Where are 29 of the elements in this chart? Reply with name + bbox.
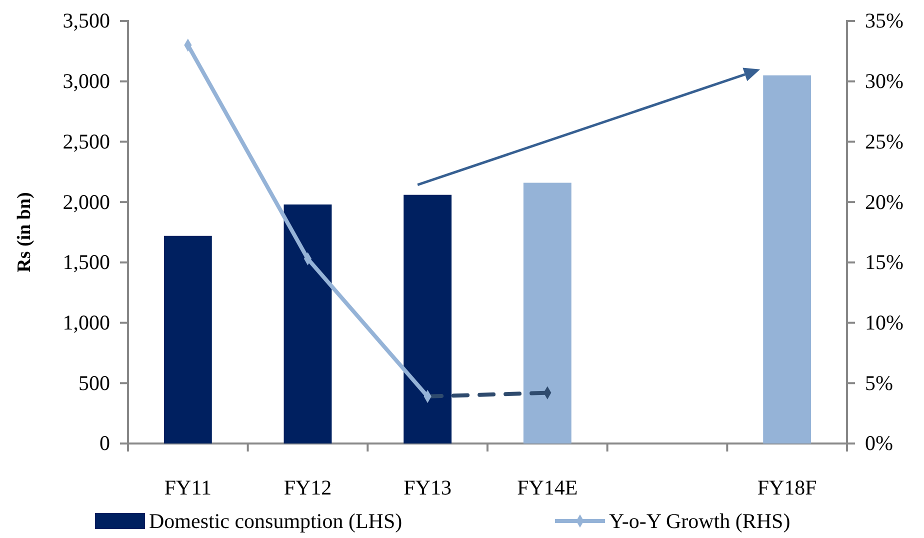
bar xyxy=(164,236,212,444)
x-tick-label: FY13 xyxy=(404,476,452,500)
bar xyxy=(284,204,332,444)
y-tick-label: 1,000 xyxy=(62,310,110,335)
bar xyxy=(404,194,452,444)
x-tick-label: FY14E xyxy=(517,476,578,500)
y2-tick-label: 15% xyxy=(865,250,904,274)
y2-tick-label: 35% xyxy=(865,8,904,33)
y2-tick-label: 25% xyxy=(865,129,904,154)
y-tick-label: 3,500 xyxy=(62,8,110,33)
x-tick-label: FY11 xyxy=(164,476,212,500)
legend-label: Domestic consumption (LHS) xyxy=(149,509,402,533)
y2-tick-label: 0% xyxy=(865,431,893,456)
y-tick-label: 2,500 xyxy=(62,129,110,154)
y-tick-label: 3,000 xyxy=(62,69,110,94)
legend-label: Y-o-Y Growth (RHS) xyxy=(609,509,790,533)
y2-tick-label: 10% xyxy=(865,310,904,335)
y-axis-title: Rs (in bn) xyxy=(14,192,35,272)
bar xyxy=(523,182,572,444)
x-tick-label: FY12 xyxy=(284,476,332,500)
y2-tick-label: 5% xyxy=(865,370,893,395)
y-tick-label: 1,500 xyxy=(62,250,110,274)
bar xyxy=(763,75,812,444)
y2-tick-label: 20% xyxy=(865,190,904,214)
y-tick-label: 0 xyxy=(100,431,110,456)
y-tick-label: 2,000 xyxy=(62,190,110,214)
y-tick-label: 500 xyxy=(78,370,110,395)
x-tick-label: FY18F xyxy=(757,476,817,500)
y2-tick-label: 30% xyxy=(865,69,904,94)
